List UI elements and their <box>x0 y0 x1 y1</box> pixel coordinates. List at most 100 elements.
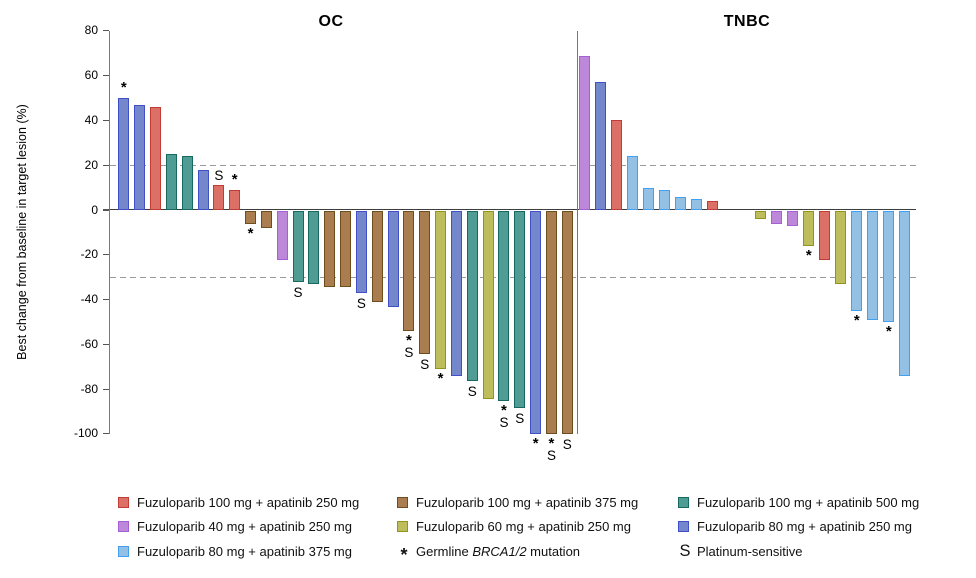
bar <box>771 210 783 224</box>
bar-annotation: * S <box>494 401 513 429</box>
brca-mutation-asterisk: * <box>548 435 555 453</box>
bar <box>466 210 478 381</box>
bar-annotation: * <box>241 224 260 242</box>
legend-swatch <box>678 496 689 508</box>
bar <box>545 210 557 435</box>
bar <box>835 210 847 285</box>
bar-annotation: S <box>558 437 577 453</box>
bar <box>181 156 193 210</box>
brca-mutation-asterisk: * <box>532 435 539 453</box>
platinum-sensitive-s: S <box>293 285 303 301</box>
panel-divider-line <box>576 31 578 434</box>
bar <box>340 210 352 287</box>
bar-annotation: * <box>114 79 133 97</box>
bar <box>276 210 288 260</box>
legend-swatch <box>118 545 129 557</box>
legend-label: Fuzuloparib 100 mg + apatinib 375 mg <box>416 494 639 510</box>
brca-mutation-asterisk: * <box>247 224 254 242</box>
bar <box>595 82 607 210</box>
bar <box>883 210 895 323</box>
y-tick-label: 80 <box>84 23 98 38</box>
bar-annotation: * S <box>542 435 561 464</box>
legend-label: Fuzuloparib 100 mg + apatinib 500 mg <box>697 494 920 510</box>
bar-annotation: * <box>526 435 545 453</box>
brca-mutation-asterisk: * <box>405 332 412 350</box>
y-tick <box>103 343 109 345</box>
y-tick-label: 40 <box>84 112 98 127</box>
bar <box>197 169 209 210</box>
bar <box>755 210 767 220</box>
bar <box>403 210 415 332</box>
y-tick <box>103 119 109 122</box>
y-tick-label: -40 <box>80 292 98 307</box>
legend-item: Fuzuloparib 60 mg + apatinib 250 mg <box>397 519 631 535</box>
bar <box>387 210 399 307</box>
legend-swatch <box>118 521 129 533</box>
bar-annotation: * <box>847 312 866 330</box>
bar-annotation: S <box>510 410 529 426</box>
bar <box>675 196 687 210</box>
brca-mutation-asterisk: * <box>853 312 860 330</box>
bar-annotation: S <box>209 168 228 184</box>
y-tick <box>103 209 109 211</box>
bar <box>867 210 879 321</box>
legend-label: Platinum-sensitive <box>697 543 803 559</box>
legend-item: Fuzuloparib 80 mg + apatinib 250 mg <box>678 519 912 535</box>
legend-item: * Germline BRCA1/2 mutation <box>397 543 580 564</box>
reference-line <box>110 164 916 166</box>
bar <box>149 107 161 210</box>
legend-item: Fuzuloparib 100 mg + apatinib 500 mg <box>678 494 919 510</box>
platinum-sensitive-s: S <box>356 296 366 312</box>
bar <box>579 55 591 210</box>
legend-label: Fuzuloparib 40 mg + apatinib 250 mg <box>137 519 352 535</box>
legend-swatch <box>397 496 408 508</box>
bar-annotation: * <box>799 248 818 263</box>
bar <box>659 189 671 210</box>
y-tick <box>103 433 109 435</box>
legend-item: Fuzuloparib 40 mg + apatinib 250 mg <box>118 519 352 535</box>
y-tick-label: 20 <box>84 157 98 172</box>
platinum-sensitive-s: S <box>404 345 414 361</box>
bar-annotation: S <box>463 383 482 399</box>
y-axis-line <box>108 31 110 434</box>
bar <box>899 210 911 377</box>
y-tick-label: -80 <box>80 381 98 396</box>
brca-mutation-asterisk: * <box>501 401 507 419</box>
legend-item: Fuzuloparib 100 mg + apatinib 375 mg <box>397 494 638 510</box>
platinum-sensitive-s: S <box>214 168 224 184</box>
bar <box>292 210 304 283</box>
reference-line <box>110 276 916 278</box>
platinum-sensitive-s: S <box>420 356 430 372</box>
bar <box>213 185 225 210</box>
legend-label: Fuzuloparib 100 mg + apatinib 250 mg <box>137 494 360 510</box>
platinum-sensitive-s: S <box>546 448 556 464</box>
legend-swatch <box>397 521 408 533</box>
bar <box>803 210 815 247</box>
bar <box>498 210 510 401</box>
brca-mutation-asterisk: * <box>120 79 127 97</box>
legend-item: S Platinum-sensitive <box>678 543 803 560</box>
brca-mutation-asterisk: * <box>885 323 892 341</box>
legend-item: Fuzuloparib 80 mg + apatinib 375 mg <box>118 543 352 559</box>
brca-mutation-asterisk: * <box>437 370 444 388</box>
bar <box>643 187 655 210</box>
bar <box>435 210 447 370</box>
y-tick-label: 0 <box>91 202 98 217</box>
bar <box>134 104 146 210</box>
platinum-sensitive-s: S <box>467 383 477 399</box>
platinum-sensitive-s: S <box>562 437 572 453</box>
bar <box>482 210 494 399</box>
y-tick-label: 60 <box>84 68 98 83</box>
bar <box>260 210 272 229</box>
bar <box>691 198 703 210</box>
platinum-sensitive-s: S <box>515 410 525 426</box>
bar <box>819 210 831 260</box>
bar <box>611 120 623 210</box>
bar <box>118 98 130 210</box>
y-tick <box>103 254 109 256</box>
bar <box>787 210 799 227</box>
bar-annotation: * S <box>399 332 418 361</box>
